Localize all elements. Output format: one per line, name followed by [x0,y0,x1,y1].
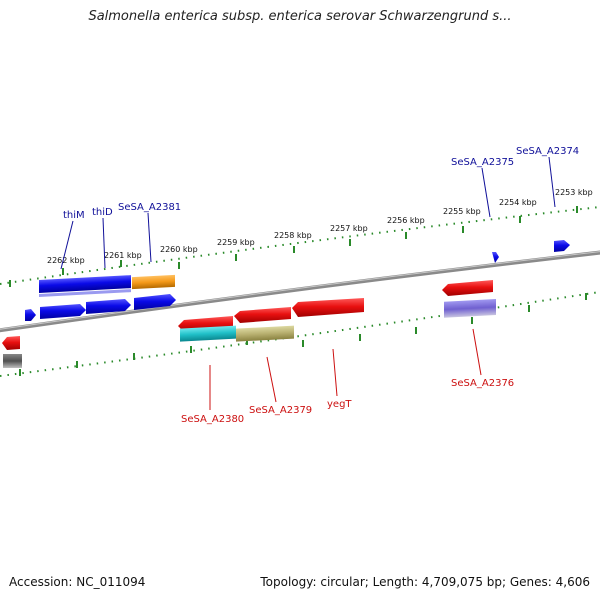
reverse-label-leaders [209,328,482,410]
gene-feature[interactable] [39,275,131,293]
gene-feature-orange[interactable] [132,274,175,290]
kbp-label: 2254 kbp [499,198,537,207]
kbp-label: 2256 kbp [387,216,425,225]
gene-feature[interactable] [25,309,36,321]
gene-label-sesa-a2376[interactable]: SeSA_A2376 [451,378,514,389]
gene-label-sesa-a2379[interactable]: SeSA_A2379 [249,405,312,416]
accession-text: Accession: NC_011094 [9,575,146,589]
gene-feature[interactable] [292,298,364,317]
gene-feature-gray[interactable] [3,354,22,368]
gene-label-yegt[interactable]: yegT [327,399,352,410]
gene-label-sesa-a2380[interactable]: SeSA_A2380 [181,414,244,425]
upper-major-ticks [9,206,578,287]
reverse-genes [2,280,496,368]
gene-feature-shadow [39,289,131,297]
gene-label-sesa-a2375[interactable]: SeSA_A2375 [451,157,514,168]
kbp-label: 2253 kbp [555,188,593,197]
lower-major-ticks [19,293,587,376]
forward-label-leaders [60,156,556,270]
kbp-label: 2262 kbp [47,256,85,265]
gene-feature[interactable] [492,252,499,263]
gene-feature-purple[interactable] [444,299,496,318]
gene-label-thid[interactable]: thiD [92,207,113,218]
kbp-label: 2259 kbp [217,238,255,247]
gene-feature-olive[interactable] [236,325,294,342]
gene-feature[interactable] [442,280,493,296]
gene-feature[interactable] [234,307,291,323]
kbp-label: 2257 kbp [330,224,368,233]
gene-feature-cyan[interactable] [180,325,236,342]
kbp-label: 2261 kbp [104,251,142,260]
kbp-label: 2255 kbp [443,207,481,216]
gene-feature[interactable] [40,304,86,319]
gene-feature[interactable] [86,299,131,314]
genome-backbone [0,250,600,333]
upper-tick-row [0,206,600,285]
gene-feature[interactable] [2,336,20,350]
genome-backbone-highlight [0,251,600,330]
forward-genes [25,240,570,321]
gene-label-thim[interactable]: thiM [63,210,85,221]
gene-feature[interactable] [554,240,570,252]
kbp-label: 2258 kbp [274,231,312,240]
gene-label-sesa-a2381[interactable]: SeSA_A2381 [118,202,181,213]
genome-title: Salmonella enterica subsp. enterica sero… [88,9,512,24]
kbp-label: 2260 kbp [160,245,198,254]
gene-feature[interactable] [134,294,176,310]
gene-label-sesa-a2374[interactable]: SeSA_A2374 [516,146,579,157]
genome-summary-text: Topology: circular; Length: 4,709,075 bp… [260,575,590,589]
